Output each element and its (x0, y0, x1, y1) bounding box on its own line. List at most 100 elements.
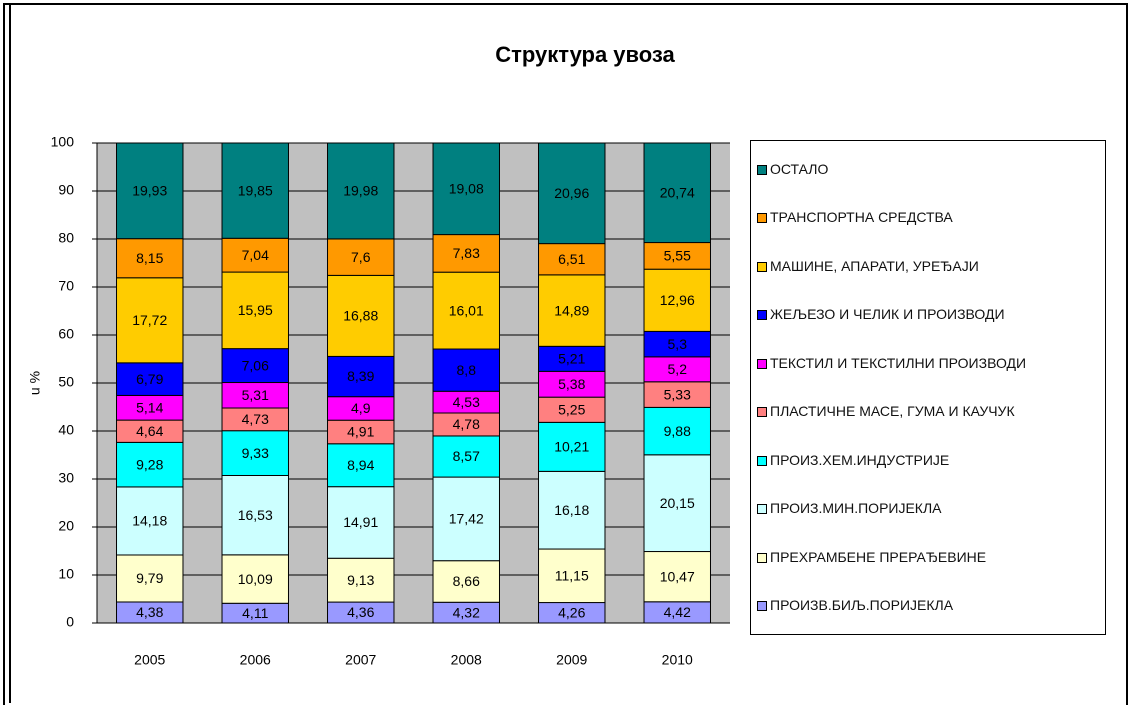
value-label: 7,06 (242, 357, 269, 373)
legend-item: ТРАНСПОРТНА СРЕДСТВА (757, 209, 1099, 226)
value-label: 6,79 (136, 371, 163, 387)
value-label: 8,8 (457, 362, 477, 378)
legend-label: ПРОИЗ.ХЕМ.ИНДУСТРИЈЕ (770, 451, 950, 468)
value-label: 5,31 (242, 387, 269, 403)
value-label: 8,57 (453, 448, 480, 464)
bar-segment (116, 441, 184, 488)
value-label: 8,39 (347, 368, 374, 384)
value-label: 16,18 (554, 502, 589, 518)
legend-item: ПЛАСТИЧНЕ МАСЕ, ГУМА И КАУЧУК (757, 403, 1099, 420)
x-tick-label: 2005 (134, 652, 165, 668)
value-label: 17,42 (449, 511, 484, 527)
frame (3, 3, 1128, 705)
y-tick-label: 10 (58, 566, 74, 582)
bar-segment (643, 268, 711, 332)
value-label: 20,96 (554, 185, 589, 201)
bar-segment (116, 238, 184, 279)
value-label: 4,38 (136, 604, 163, 620)
value-label: 15,95 (238, 302, 273, 318)
legend-label: ПРОИЗВ.БИЉ.ПОРИЈЕКЛА (770, 597, 954, 614)
bar-segment (432, 560, 500, 603)
value-label: 19,98 (343, 183, 378, 199)
x-tick-label: 2007 (345, 652, 376, 668)
value-label: 20,74 (660, 184, 695, 200)
legend-label: ЖЕЉЕЗО И ЧЕЛИК И ПРОИЗВОДИ (770, 306, 1005, 323)
legend-item: ПРОИЗ.ХЕМ.ИНДУСТРИЈЕ (757, 452, 1099, 469)
value-label: 4,42 (664, 604, 691, 620)
y-axis-label: u % (27, 371, 43, 395)
value-label: 5,25 (558, 401, 585, 417)
legend-label: ПЛАСТИЧНЕ МАСЕ, ГУМА И КАУЧУК (770, 403, 1015, 420)
value-label: 19,85 (238, 182, 273, 198)
legend-item: ПРЕХРАМБЕНЕ ПРЕРАЂЕВИНЕ (757, 549, 1099, 566)
value-label: 19,08 (449, 180, 484, 196)
frame-line (9, 3, 11, 703)
legend-swatch (757, 310, 767, 321)
bar-segment (432, 476, 500, 562)
legend-label: ПРОИЗ.МИН.ПОРИЈЕКЛА (770, 500, 942, 517)
bar-segment (432, 234, 500, 273)
value-label: 20,15 (660, 495, 695, 511)
bar-segment (116, 486, 184, 556)
value-label: 5,2 (668, 361, 688, 377)
bar-segment (538, 370, 606, 398)
bar-segment (221, 474, 289, 556)
bar-segment (327, 274, 395, 357)
value-label: 16,88 (343, 308, 378, 324)
bar-segment (643, 142, 711, 244)
value-label: 5,55 (664, 248, 691, 264)
y-tick-label: 100 (51, 134, 75, 150)
x-tick-label: 2008 (451, 652, 482, 668)
legend-swatch (757, 213, 767, 224)
value-label: 19,93 (132, 183, 167, 199)
value-label: 8,15 (136, 250, 163, 266)
y-tick-label: 60 (58, 326, 74, 342)
bar-segment (327, 142, 395, 240)
value-label: 10,47 (660, 568, 695, 584)
value-label: 5,21 (558, 351, 585, 367)
value-label: 7,6 (351, 249, 371, 265)
y-tick-label: 50 (58, 374, 74, 390)
value-label: 5,33 (664, 386, 691, 402)
bar-segment (432, 142, 500, 236)
value-label: 9,13 (347, 572, 374, 588)
value-label: 9,79 (136, 570, 163, 586)
y-tick-label: 40 (58, 422, 74, 438)
legend-swatch (757, 552, 767, 563)
value-label: 9,88 (664, 423, 691, 439)
y-tick-label: 20 (58, 518, 74, 534)
legend-item: ПРОИЗ.МИН.ПОРИЈЕКЛА (757, 500, 1099, 517)
chart-title: Структура увоза (495, 42, 675, 67)
value-label: 16,53 (238, 507, 273, 523)
bar-segment (327, 238, 395, 276)
value-label: 9,33 (242, 445, 269, 461)
x-tick-label: 2006 (240, 652, 271, 668)
bar-segment (643, 454, 711, 553)
legend-label: ПРЕХРАМБЕНЕ ПРЕРАЂЕВИНЕ (770, 548, 987, 565)
bar-segment (327, 355, 395, 398)
value-label: 10,21 (554, 439, 589, 455)
bar-segment (116, 394, 184, 421)
legend-label: ТЕКСТИЛ И ТЕКСТИЛНИ ПРОИЗВОДИ (770, 354, 1027, 371)
value-label: 10,09 (238, 571, 273, 587)
value-label: 4,73 (242, 411, 269, 427)
y-tick-label: 90 (58, 182, 74, 198)
bar-segment (643, 406, 711, 456)
legend-item: ЖЕЉЕЗО И ЧЕЛИК И ПРОИЗВОДИ (757, 306, 1099, 323)
value-label: 5,38 (558, 376, 585, 392)
bar-segment (221, 430, 289, 476)
bar-segment (221, 271, 289, 350)
x-tick-label: 2010 (662, 652, 693, 668)
value-label: 6,51 (558, 251, 585, 267)
y-tick-label: 70 (58, 278, 74, 294)
bar-segment (643, 551, 711, 603)
legend-swatch (757, 455, 767, 466)
legend-swatch (757, 164, 767, 175)
legend-swatch (757, 407, 767, 418)
y-tick-label: 0 (66, 614, 74, 630)
value-label: 5,14 (136, 399, 163, 415)
value-label: 4,11 (242, 605, 268, 621)
value-label: 4,91 (347, 424, 374, 440)
